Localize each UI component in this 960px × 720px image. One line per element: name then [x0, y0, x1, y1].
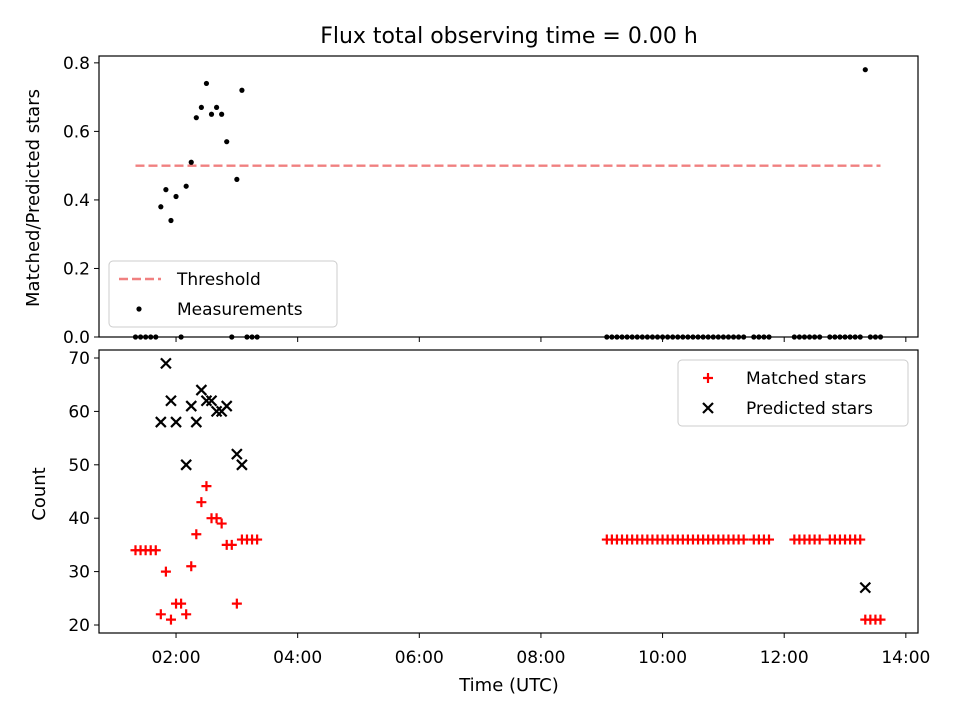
- data-point: [875, 614, 886, 625]
- data-point: [205, 394, 218, 407]
- data-point: [859, 581, 872, 594]
- x-tick-label: 10:00: [638, 648, 687, 668]
- data-point: [211, 513, 222, 524]
- x-tick-label: 08:00: [516, 648, 565, 668]
- legend-marker: [136, 306, 142, 312]
- data-point: [190, 416, 203, 428]
- data-point: [231, 598, 242, 609]
- chart-title: Flux total observing time = 0.00 h: [320, 24, 698, 49]
- data-point: [216, 518, 227, 529]
- data-point: [239, 87, 245, 93]
- data-point: [252, 534, 263, 545]
- data-point: [231, 448, 243, 460]
- data-point: [165, 394, 177, 407]
- data-point: [173, 193, 179, 200]
- top-y-tick-label: 0.2: [63, 259, 90, 279]
- top-y-tick-label: 0.8: [63, 54, 90, 74]
- top-legend: Threshold Measurements: [108, 260, 338, 328]
- bottom-y-tick-label: 60: [68, 402, 90, 422]
- data-point: [155, 609, 166, 620]
- data-point: [188, 159, 194, 165]
- bottom-legend: Matched stars Predicted stars: [677, 359, 909, 427]
- bottom-y-tick-label: 30: [68, 563, 90, 583]
- x-tick-label: 12:00: [760, 648, 809, 668]
- data-point: [201, 481, 212, 492]
- data-point: [224, 139, 230, 145]
- data-point: [165, 614, 176, 625]
- bottom-y-tick-label: 50: [68, 456, 90, 476]
- data-point: [226, 539, 237, 550]
- data-point: [186, 561, 197, 572]
- data-point: [193, 115, 199, 121]
- data-point: [180, 459, 192, 471]
- data-point: [862, 67, 868, 73]
- x-tick-label: 04:00: [273, 648, 322, 668]
- data-point: [234, 176, 240, 182]
- data-point: [236, 459, 248, 471]
- data-point: [195, 384, 208, 396]
- data-point: [763, 534, 774, 545]
- data-point: [814, 534, 825, 545]
- top-y-tick-label: 0.4: [63, 191, 90, 211]
- data-point: [198, 104, 204, 111]
- top-plot-frame: [98, 55, 919, 338]
- bottom-series-1: [130, 481, 886, 625]
- bottom-y-axis-label: Count: [29, 467, 50, 520]
- top-y-tick-label: 0.6: [63, 122, 90, 142]
- legend-label: Matched stars: [746, 369, 866, 389]
- data-point: [855, 534, 866, 545]
- data-point: [163, 187, 169, 193]
- top-y-tick-label: 0.0: [63, 328, 90, 348]
- legend-item: Predicted stars: [702, 399, 873, 419]
- data-point: [196, 497, 207, 508]
- data-point: [181, 609, 192, 620]
- x-tick-label: 02:00: [152, 648, 201, 668]
- data-point: [176, 598, 187, 609]
- legend-item: Threshold: [119, 270, 261, 290]
- data-point: [208, 111, 215, 117]
- legend-label: Threshold: [176, 270, 261, 290]
- data-point: [213, 104, 220, 111]
- data-point: [155, 416, 167, 428]
- bottom-panel: 20 30 40 50 60 70 02:00 04:00 06:00 08:00 10:00 12:…: [68, 349, 930, 668]
- data-point: [219, 111, 225, 117]
- legend-label: Predicted stars: [746, 399, 873, 419]
- legend-marker: [703, 373, 713, 383]
- data-point: [203, 80, 210, 87]
- legend-box: [108, 260, 338, 328]
- bottom-y-tick-label: 70: [68, 349, 90, 369]
- data-point: [185, 400, 198, 412]
- bottom-y-tick-label: 20: [68, 616, 90, 636]
- data-point: [191, 529, 202, 540]
- data-point: [200, 394, 213, 407]
- data-point: [210, 405, 223, 418]
- x-tick-label: 14:00: [881, 648, 930, 668]
- top-y-axis-label: Matched/Predicted stars: [23, 89, 44, 307]
- legend-label: Measurements: [177, 300, 303, 320]
- legend-item: Matched stars: [703, 369, 866, 389]
- bottom-series-2: [155, 357, 872, 594]
- top-panel: 0.0 0.2 0.4 0.6 0.8 Threshold Measurements: [63, 54, 919, 348]
- bottom-y-tick-label: 40: [68, 509, 90, 529]
- data-point: [183, 183, 189, 189]
- x-axis-label: Time (UTC): [458, 675, 559, 696]
- legend-item: Measurements: [136, 300, 303, 320]
- data-point: [160, 566, 171, 577]
- data-point: [738, 534, 749, 545]
- data-point: [150, 545, 161, 556]
- bottom-plot-frame: [98, 349, 919, 634]
- data-point: [160, 357, 172, 370]
- x-tick-label: 06:00: [395, 648, 444, 668]
- data-point: [168, 217, 174, 224]
- legend-marker: [702, 402, 714, 414]
- data-point: [170, 416, 182, 428]
- legend-box: [677, 359, 909, 427]
- data-point: [220, 400, 233, 412]
- data-point: [158, 204, 164, 210]
